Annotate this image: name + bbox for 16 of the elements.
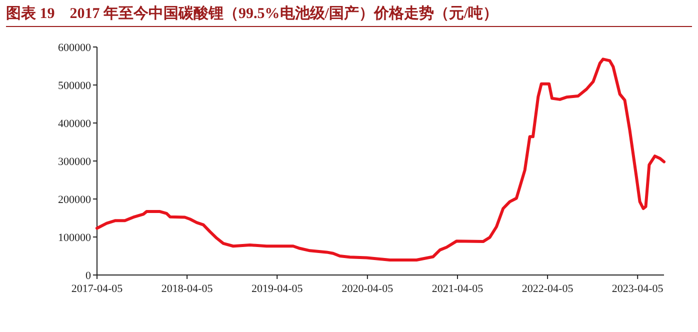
y-tick-label: 100000 (58, 232, 92, 244)
chart-title: 图表 19 2017 年至今中国碳酸锂（99.5%电池级/国产）价格走势（元/吨） (6, 4, 692, 27)
x-tick-label: 2019-04-05 (251, 283, 304, 295)
y-tick-label: 200000 (58, 194, 92, 206)
x-tick-label: 2023-04-05 (612, 283, 664, 295)
y-tick-label: 300000 (58, 156, 92, 168)
y-tick-label: 400000 (58, 118, 92, 130)
x-tick-label: 2018-04-05 (161, 283, 214, 295)
x-tick-label: 2022-04-05 (522, 283, 574, 295)
y-tick-label: 0 (86, 270, 92, 282)
line-series (96, 58, 666, 262)
x-tick-label: 2020-04-05 (342, 283, 394, 295)
y-tick-label: 600000 (58, 42, 92, 54)
y-tick-label: 500000 (58, 80, 92, 92)
x-tick-label: 2021-04-05 (432, 283, 484, 295)
x-tick-label: 2017-04-05 (71, 283, 124, 295)
